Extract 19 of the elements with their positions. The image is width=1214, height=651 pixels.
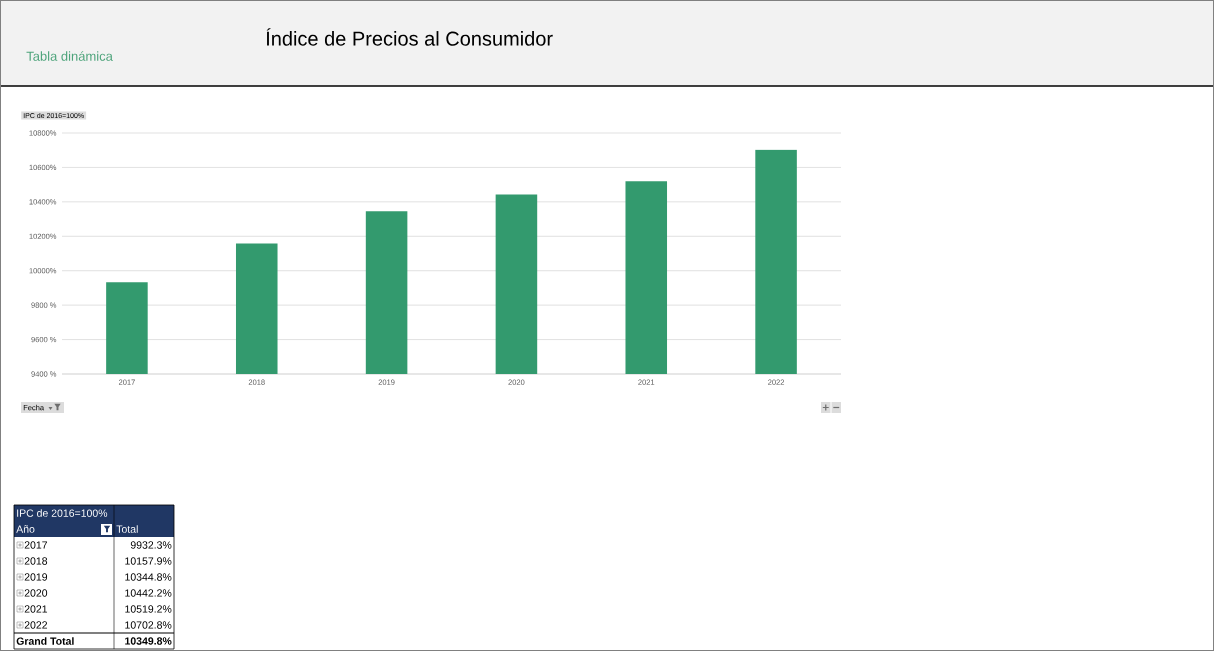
category-label: 2020 <box>24 589 48 597</box>
category-label: 2022 <box>24 621 48 629</box>
category-label: 2019 <box>24 573 48 581</box>
chart-title: Índice de Precios al Consumidor <box>266 28 553 46</box>
text: 10442.2% <box>125 589 172 597</box>
text: Tabla dinámica <box>26 51 113 61</box>
text: 10157.9% <box>125 557 172 565</box>
text: Total <box>116 525 138 533</box>
category-label: 2018 <box>24 557 48 565</box>
text: 10344.8% <box>125 573 172 581</box>
category-label: 2017 <box>24 541 48 549</box>
text: IPC de 2016=100% <box>17 509 108 517</box>
text: 10702.8% <box>125 621 172 629</box>
text: 10519.2% <box>125 605 172 613</box>
text: Año <box>16 525 35 533</box>
text: 10349.8% <box>125 637 172 645</box>
category-label: 2021 <box>24 605 48 613</box>
text: Grand Total <box>16 637 74 645</box>
text: 9932.3% <box>130 541 172 549</box>
